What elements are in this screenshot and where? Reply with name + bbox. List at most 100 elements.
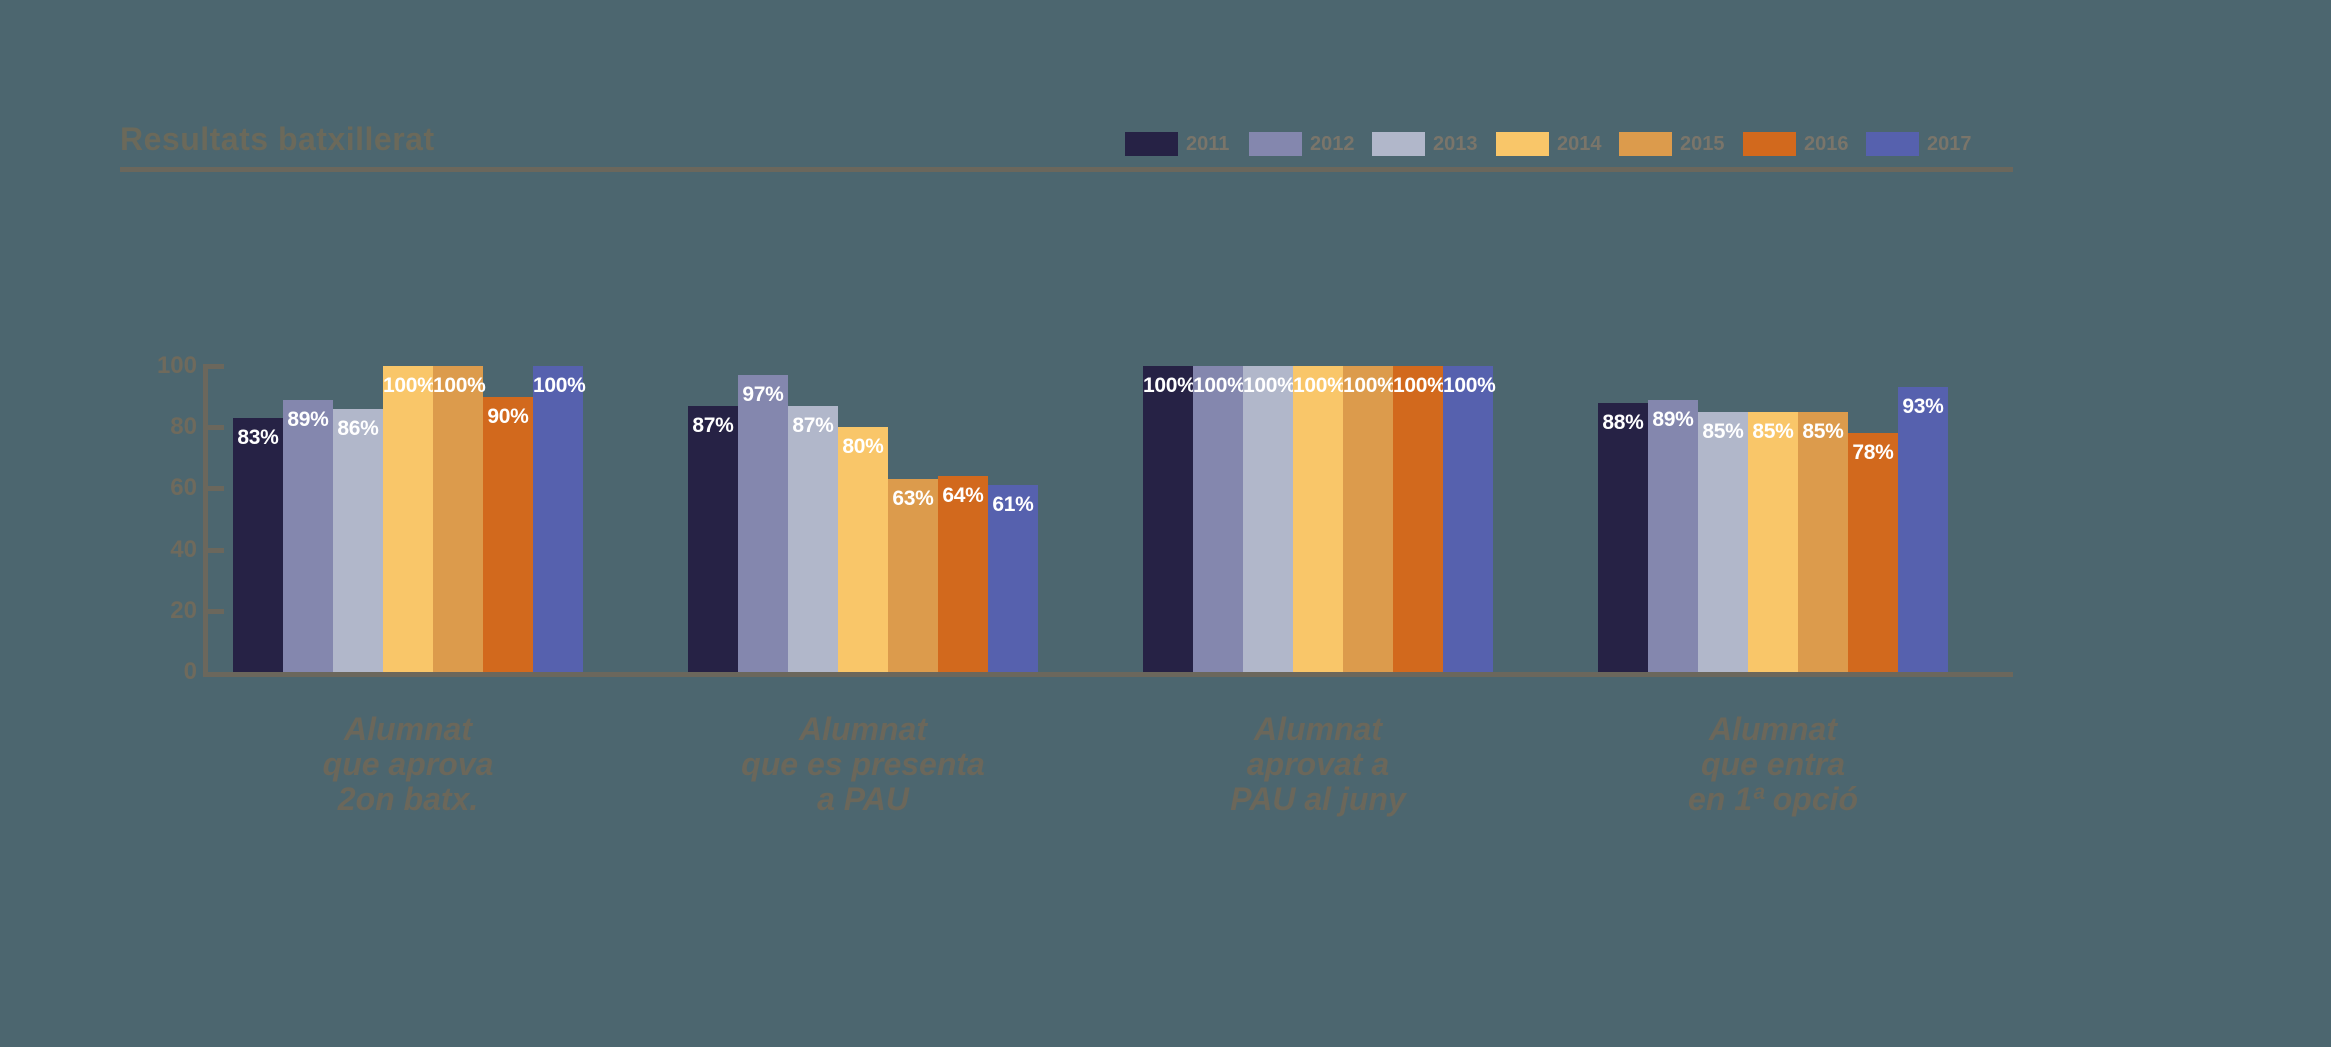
category-label-4: Alumnat que entra en 1ª opció: [1563, 712, 1983, 817]
bar-2011-group4: 88%: [1598, 403, 1648, 672]
category-label-3: Alumnat aprovat a PAU al juny: [1108, 712, 1528, 817]
bar-2016-group1: 90%: [483, 397, 533, 672]
y-axis-line: [203, 364, 208, 677]
bar-2011-group1: 83%: [233, 418, 283, 672]
bar-2016-group4: 78%: [1848, 433, 1898, 672]
bar-value-label: 85%: [1752, 420, 1794, 443]
y-tick-mark-20: [208, 609, 224, 614]
category-label-1: Alumnat que aprova 2on batx.: [198, 712, 618, 817]
bar-value-label: 100%: [1293, 374, 1346, 397]
bar-2017-group4: 93%: [1898, 387, 1948, 672]
bar-value-label: 64%: [942, 484, 984, 507]
y-tick-label-20: 20: [170, 597, 197, 624]
bar-value-label: 100%: [1243, 374, 1296, 397]
bar-2016-group2: 64%: [938, 476, 988, 672]
legend-swatch-2013: [1372, 132, 1425, 156]
bar-value-label: 100%: [1143, 374, 1196, 397]
bar-2017-group3: 100%: [1443, 366, 1496, 672]
legend-swatch-2015: [1619, 132, 1672, 156]
category-label-line: que entra: [1700, 746, 1846, 782]
bar-2013-group3: 100%: [1243, 366, 1296, 672]
bar-2012-group2: 97%: [738, 375, 788, 672]
legend-swatch-2017: [1866, 132, 1919, 156]
category-label-line: Alumnat: [344, 711, 472, 747]
legend-swatch-2014: [1496, 132, 1549, 156]
legend-label-2014: 2014: [1557, 133, 1602, 155]
bar-value-label: 100%: [1393, 374, 1446, 397]
category-label-line: Alumnat: [1254, 711, 1382, 747]
bar-value-label: 100%: [433, 374, 486, 397]
legend-label-2011: 2011: [1186, 133, 1230, 155]
category-label-line: aprovat a: [1246, 746, 1390, 782]
y-tick-mark-80: [208, 425, 224, 430]
bar-value-label: 100%: [1343, 374, 1396, 397]
legend-label-2012: 2012: [1310, 133, 1355, 155]
category-label-line: que aprova: [322, 746, 494, 782]
bar-value-label: 85%: [1802, 420, 1844, 443]
bar-2012-group3: 100%: [1193, 366, 1246, 672]
category-label-line: 2on batx.: [337, 781, 479, 817]
bar-value-label: 85%: [1702, 420, 1744, 443]
bar-2015-group2: 63%: [888, 479, 938, 672]
bar-value-label: 87%: [692, 414, 734, 437]
category-label-line: a PAU: [817, 781, 909, 817]
category-label-line: Alumnat: [1709, 711, 1837, 747]
legend-swatch-2016: [1743, 132, 1796, 156]
bar-value-label: 80%: [842, 435, 884, 458]
bar-2014-group2: 80%: [838, 427, 888, 672]
bar-2014-group1: 100%: [383, 366, 436, 672]
page-title: Resultats batxillerat: [120, 121, 435, 157]
bar-value-label: 63%: [892, 487, 934, 510]
y-tick-label-40: 40: [170, 536, 197, 563]
title-underline: [120, 167, 2013, 172]
category-label-2: Alumnat que es presenta a PAU: [653, 712, 1073, 817]
y-tick-mark-100: [208, 364, 224, 369]
legend-swatch-2011: [1125, 132, 1178, 156]
bar-value-label: 88%: [1602, 411, 1644, 434]
bar-value-label: 90%: [487, 405, 529, 428]
category-label-line: en 1ª opció: [1687, 781, 1859, 817]
bar-2017-group1: 100%: [533, 366, 586, 672]
bar-2016-group3: 100%: [1393, 366, 1446, 672]
bar-2015-group1: 100%: [433, 366, 486, 672]
bar-value-label: 83%: [237, 426, 279, 449]
bar-2013-group2: 87%: [788, 406, 838, 672]
x-axis-line: [203, 672, 2013, 677]
bar-2015-group4: 85%: [1798, 412, 1848, 672]
y-tick-label-0: 0: [183, 658, 197, 685]
legend-label-2013: 2013: [1433, 133, 1478, 155]
legend-label-2015: 2015: [1680, 133, 1725, 155]
y-tick-mark-40: [208, 548, 224, 553]
y-tick-mark-60: [208, 486, 224, 491]
bar-2017-group2: 61%: [988, 485, 1038, 672]
legend-swatch-2012: [1249, 132, 1302, 156]
category-label-line: PAU al juny: [1230, 781, 1406, 817]
bar-value-label: 78%: [1852, 441, 1894, 464]
bar-2014-group3: 100%: [1293, 366, 1346, 672]
bar-value-label: 100%: [383, 374, 436, 397]
bar-value-label: 86%: [337, 417, 379, 440]
y-tick-label-80: 80: [170, 413, 197, 440]
bar-value-label: 100%: [1443, 374, 1496, 397]
category-label-line: Alumnat: [799, 711, 927, 747]
bar-2014-group4: 85%: [1748, 412, 1798, 672]
bar-2013-group4: 85%: [1698, 412, 1748, 672]
bar-value-label: 87%: [792, 414, 834, 437]
bar-2013-group1: 86%: [333, 409, 383, 672]
bar-2012-group1: 89%: [283, 400, 333, 672]
bar-value-label: 93%: [1902, 395, 1944, 418]
bar-2012-group4: 89%: [1648, 400, 1698, 672]
bar-value-label: 89%: [1652, 408, 1694, 431]
bar-2015-group3: 100%: [1343, 366, 1396, 672]
legend-label-2016: 2016: [1804, 133, 1849, 155]
bar-2011-group3: 100%: [1143, 366, 1196, 672]
bar-value-label: 61%: [992, 493, 1034, 516]
category-label-line: que es presenta: [741, 746, 985, 782]
bar-value-label: 100%: [533, 374, 586, 397]
bar-2011-group2: 87%: [688, 406, 738, 672]
bar-value-label: 100%: [1193, 374, 1246, 397]
y-tick-label-100: 100: [156, 352, 197, 379]
legend-label-2017: 2017: [1927, 133, 1972, 155]
y-tick-label-60: 60: [170, 474, 197, 501]
